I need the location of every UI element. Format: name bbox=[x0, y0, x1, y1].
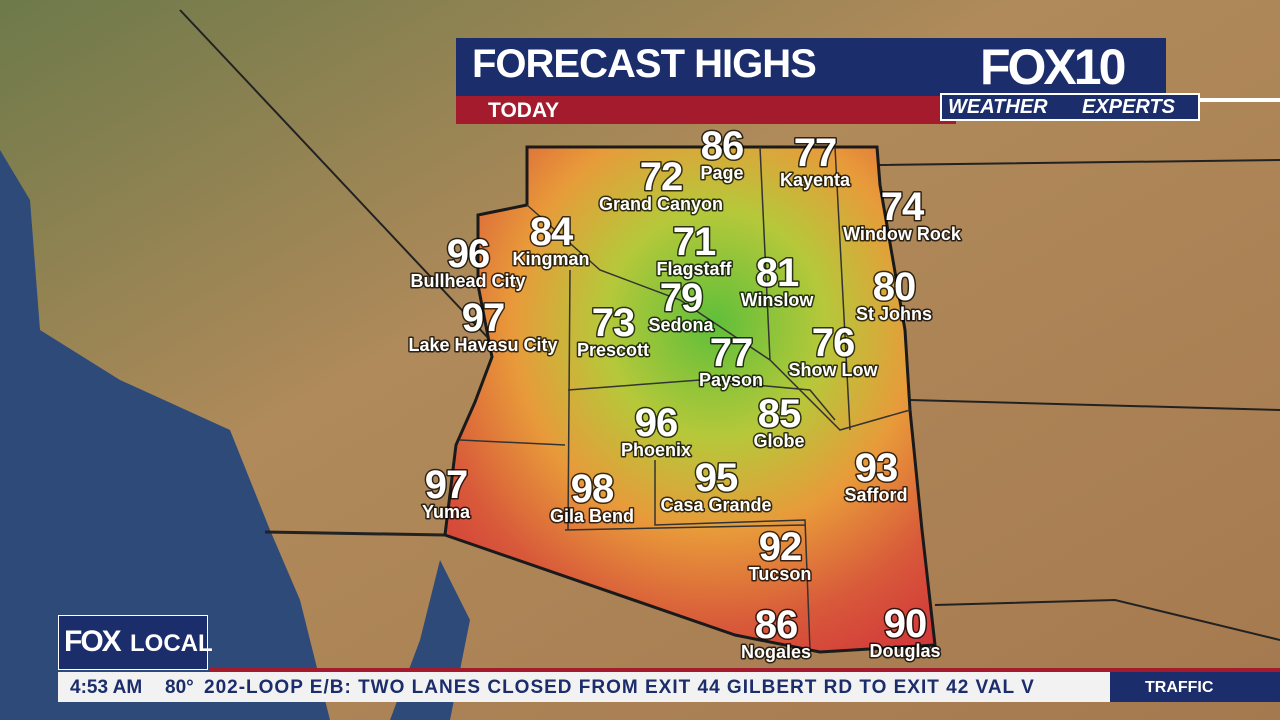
city-name: Douglas bbox=[869, 641, 940, 661]
logo: FOX10 bbox=[980, 39, 1126, 95]
section: TRAFFIC bbox=[1145, 679, 1214, 696]
city-temp: 86 bbox=[701, 124, 744, 168]
ocean bbox=[0, 150, 330, 720]
city-temp: 71 bbox=[673, 220, 716, 264]
city-temp: 84 bbox=[530, 210, 574, 254]
city-temp: 79 bbox=[660, 276, 703, 320]
city-temp: 80 bbox=[873, 265, 916, 309]
city-temp: 97 bbox=[425, 463, 468, 507]
brand-right: EXPERTS bbox=[1082, 96, 1175, 118]
city-temp: 86 bbox=[755, 603, 798, 647]
city-name: Phoenix bbox=[621, 440, 691, 460]
subtitle: TODAY bbox=[488, 99, 560, 122]
city-name: Show Low bbox=[789, 360, 879, 380]
city-name: Prescott bbox=[577, 340, 649, 360]
city-name: Globe bbox=[753, 431, 804, 451]
city-name: Nogales bbox=[741, 642, 811, 662]
city-temp: 96 bbox=[447, 232, 490, 276]
city-temp: 76 bbox=[812, 321, 855, 365]
city-temp: 74 bbox=[881, 185, 925, 229]
subtitle-bar bbox=[456, 96, 956, 124]
border bbox=[264, 530, 446, 537]
brand-left: WEATHER bbox=[948, 96, 1048, 118]
county-lines bbox=[459, 146, 911, 651]
city-name: Winslow bbox=[741, 290, 815, 310]
local: LOCAL bbox=[130, 630, 213, 657]
city-name: Bullhead City bbox=[410, 271, 525, 291]
brand-box bbox=[940, 93, 1200, 121]
city-name: Yuma bbox=[422, 502, 471, 522]
city-name: Gila Bend bbox=[550, 506, 634, 526]
city-temp: 92 bbox=[759, 525, 802, 569]
time: 4:53 AM bbox=[70, 677, 143, 698]
city-name: Page bbox=[700, 163, 743, 183]
city-temp: 81 bbox=[756, 251, 799, 295]
city-temp: 96 bbox=[635, 401, 678, 445]
city-name: St Johns bbox=[856, 304, 932, 324]
city-name: Safford bbox=[845, 485, 908, 505]
section-box bbox=[1110, 672, 1280, 702]
city-temp: 73 bbox=[592, 301, 635, 345]
city-temp: 85 bbox=[758, 392, 801, 436]
city-name: Casa Grande bbox=[660, 495, 771, 515]
ticker-message: 202-LOOP E/B: TWO LANES CLOSED FROM EXIT… bbox=[204, 677, 1035, 698]
local-badge bbox=[58, 615, 208, 670]
city-temp: 90 bbox=[884, 602, 927, 646]
fox: FOX bbox=[64, 625, 122, 658]
city-name: Kayenta bbox=[780, 170, 851, 190]
city-temp: 77 bbox=[710, 331, 753, 375]
city-temp: 98 bbox=[571, 467, 614, 511]
city-temp: 77 bbox=[794, 131, 837, 175]
city-name: Kingman bbox=[512, 249, 589, 269]
city-temp: 72 bbox=[640, 155, 683, 199]
city-name: Flagstaff bbox=[656, 259, 732, 279]
city-name: Lake Havasu City bbox=[408, 335, 557, 355]
city-temp: 95 bbox=[695, 456, 738, 500]
city-temp: 97 bbox=[462, 296, 505, 340]
city-name: Sedona bbox=[648, 315, 714, 335]
state-border bbox=[179, 9, 491, 341]
city-name: Payson bbox=[699, 370, 763, 390]
city-name: Window Rock bbox=[843, 224, 962, 244]
title: FORECAST HIGHS bbox=[472, 42, 817, 86]
ticker-bar bbox=[58, 672, 1280, 702]
state-border bbox=[876, 159, 1280, 641]
temperature: 80° bbox=[165, 677, 194, 698]
title-bar bbox=[456, 38, 1166, 96]
ticker-accent bbox=[210, 668, 1280, 672]
city-name: Grand Canyon bbox=[599, 194, 723, 214]
city-name: Tucson bbox=[749, 564, 812, 584]
city-temp: 93 bbox=[855, 446, 898, 490]
